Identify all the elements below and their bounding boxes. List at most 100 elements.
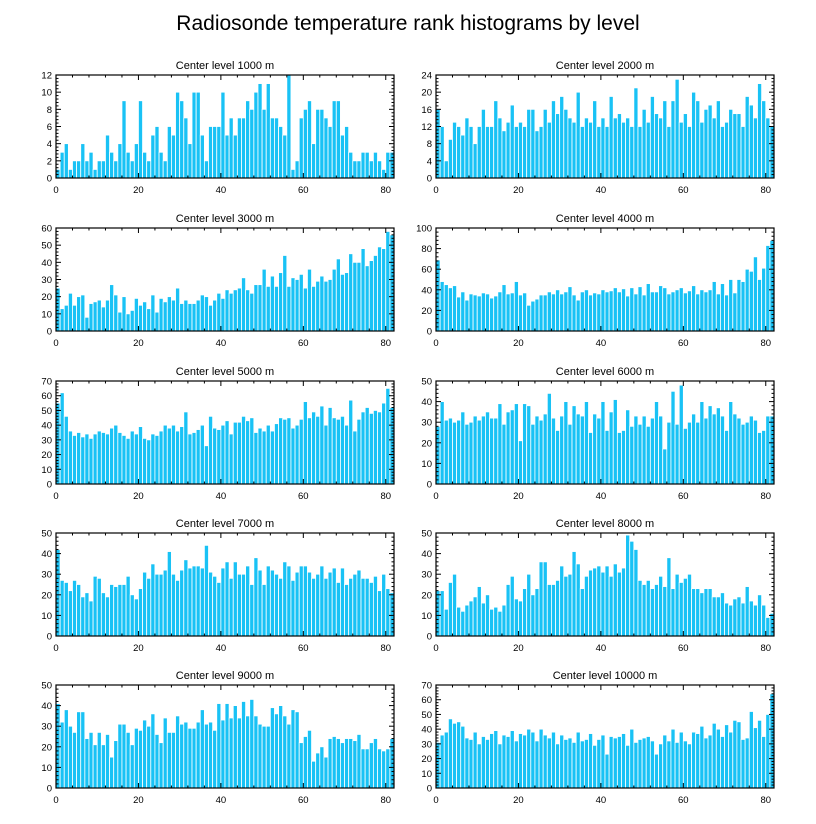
bar	[253, 91, 259, 179]
bar	[493, 295, 499, 332]
bar	[518, 294, 523, 332]
bar	[757, 594, 763, 637]
x-tick-label: 0	[433, 491, 438, 502]
bar	[88, 731, 94, 789]
bar	[146, 160, 152, 179]
bar	[302, 401, 308, 485]
bar	[92, 433, 98, 485]
bar	[526, 405, 532, 485]
bar	[216, 126, 222, 179]
bar	[142, 301, 148, 332]
bar	[100, 432, 106, 485]
bar	[612, 737, 618, 789]
bar	[179, 100, 185, 179]
bar	[253, 284, 259, 332]
bar	[166, 551, 172, 637]
bar	[604, 753, 610, 789]
bar	[199, 567, 205, 637]
y-tick-label: 60	[421, 695, 432, 706]
bar	[518, 440, 523, 485]
bar	[567, 117, 573, 179]
bar	[600, 734, 606, 789]
bar	[187, 303, 193, 332]
bar	[372, 410, 378, 485]
y-tick-label: 10	[41, 611, 52, 622]
y-tick-label: 12	[41, 71, 52, 82]
bar	[307, 729, 312, 789]
bar	[319, 746, 325, 789]
bar	[509, 104, 515, 179]
bar	[563, 739, 569, 789]
bar	[559, 293, 565, 332]
panel-title: Center level 2000 m	[556, 60, 654, 72]
bar	[129, 744, 135, 789]
bar	[249, 584, 255, 637]
bar	[133, 297, 139, 332]
bar	[703, 108, 709, 179]
bar	[542, 108, 548, 179]
panel-title: Center level 10000 m	[553, 670, 658, 682]
bar	[344, 126, 350, 179]
bar	[117, 584, 123, 637]
bar	[707, 734, 713, 789]
bar	[621, 121, 627, 179]
bar	[84, 316, 90, 332]
bar	[265, 565, 271, 637]
bar	[551, 293, 556, 332]
bar	[195, 91, 201, 179]
bar	[513, 740, 519, 789]
bar	[518, 733, 523, 789]
bar	[100, 306, 106, 332]
bar	[489, 417, 495, 485]
bar	[596, 417, 602, 485]
bar	[269, 430, 275, 485]
bar	[59, 151, 65, 179]
y-tick-label: 30	[421, 418, 432, 429]
bar	[236, 287, 242, 332]
bar	[146, 439, 152, 485]
bar	[356, 261, 362, 332]
bar	[476, 295, 482, 332]
bar	[592, 744, 598, 789]
bar	[150, 713, 156, 789]
bar	[282, 255, 288, 332]
bar	[633, 293, 639, 332]
bar	[670, 100, 676, 179]
x-tick-label: 80	[760, 643, 771, 654]
bar	[460, 411, 466, 485]
bar	[88, 151, 94, 179]
bar	[253, 557, 259, 637]
bar	[596, 565, 602, 637]
bar	[63, 415, 69, 485]
bar	[674, 78, 680, 179]
bar	[368, 742, 374, 789]
panel-title: Center level 9000 m	[176, 670, 274, 682]
bar	[443, 608, 449, 637]
bar	[546, 121, 552, 179]
bar	[752, 117, 758, 179]
bar	[715, 728, 721, 789]
bar	[588, 569, 594, 637]
y-tick-label: 40	[421, 549, 432, 560]
bar	[625, 409, 631, 485]
bar	[175, 91, 181, 179]
bar	[171, 731, 176, 789]
bar	[654, 113, 659, 179]
bar	[678, 582, 684, 637]
bar	[203, 544, 209, 637]
x-tick-label: 20	[133, 185, 144, 196]
bar	[711, 281, 717, 332]
bar	[133, 143, 139, 179]
panel-title: Center level 4000 m	[556, 213, 654, 225]
bar	[456, 606, 462, 637]
bar	[575, 563, 581, 637]
bar	[678, 121, 684, 179]
bar	[633, 741, 639, 789]
bar	[641, 737, 647, 789]
plot-frame	[435, 227, 775, 332]
bar	[76, 296, 82, 332]
bar	[682, 292, 688, 332]
panel-title: Center level 3000 m	[176, 213, 274, 225]
bar	[331, 567, 337, 637]
y-tick-label: 8	[47, 105, 52, 116]
